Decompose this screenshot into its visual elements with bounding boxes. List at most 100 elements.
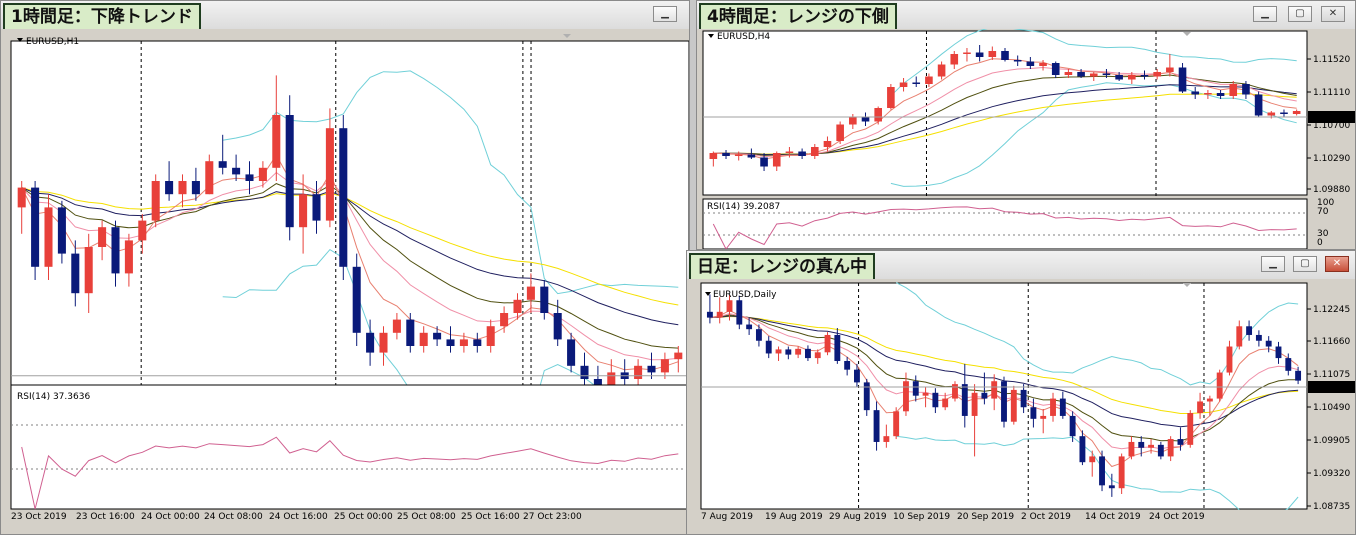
candle-body bbox=[765, 340, 772, 354]
candle-body bbox=[111, 227, 120, 274]
candle-body bbox=[1285, 358, 1292, 371]
candle-body bbox=[1275, 346, 1282, 359]
y-tick-label: 1.12245 bbox=[1313, 305, 1350, 315]
h1-chart: EURUSD,H1 RSI(14) 37.3636 23 Oct 2019 23 Oc… bbox=[1, 29, 689, 534]
candle-body bbox=[1206, 398, 1213, 402]
candle-body bbox=[151, 181, 160, 221]
y-tick-label: 1.09320 bbox=[1313, 469, 1350, 479]
moving-average-yellow bbox=[21, 187, 679, 306]
minimize-button[interactable]: ▁ bbox=[653, 6, 677, 22]
h4-chart: EURUSD,H4 1.11520 1.11110 1.10700 1.10290 1.0… bbox=[697, 29, 1355, 249]
restore-icon: ▢ bbox=[1295, 8, 1305, 19]
daily-chart: EURUSD,Daily 1.12245 1.11660 1.11075 1.10490… bbox=[687, 279, 1355, 534]
symbol-label: EURUSD,H4 bbox=[717, 32, 770, 42]
x-tick-label: 19 Aug 2019 bbox=[765, 512, 823, 522]
candle-body bbox=[937, 64, 946, 77]
close-button[interactable]: ✕ bbox=[1321, 6, 1345, 22]
candle-body bbox=[971, 392, 978, 416]
h4-chart-window: 4時間足：レンジの下側 ▁ ▢ ✕ EURUSD,H4 1.11520 1.1111… bbox=[696, 0, 1356, 250]
maximize-button[interactable]: ▢ bbox=[1288, 6, 1312, 22]
y-tick-label: 1.10290 bbox=[1313, 154, 1350, 164]
close-button[interactable]: ✕ bbox=[1325, 256, 1349, 272]
candle-body bbox=[975, 52, 984, 57]
scroll-marker-icon bbox=[1183, 283, 1191, 287]
candle-body bbox=[1059, 398, 1066, 416]
candle-body bbox=[1236, 326, 1243, 347]
candle-body bbox=[795, 348, 802, 355]
candle-body bbox=[883, 436, 890, 442]
candle-body bbox=[312, 194, 321, 221]
candle-body bbox=[567, 339, 576, 366]
candle-body bbox=[798, 151, 806, 156]
candle-body bbox=[299, 194, 308, 228]
minimize-button[interactable]: ▁ bbox=[1253, 6, 1277, 22]
candle-body bbox=[804, 348, 811, 359]
candle-body bbox=[734, 154, 743, 156]
moving-average-pink bbox=[713, 66, 1297, 158]
candle-body bbox=[1079, 436, 1086, 463]
candle-body bbox=[932, 392, 939, 408]
candle-body bbox=[513, 299, 522, 313]
candle-body bbox=[258, 167, 267, 181]
y-tick-label: 1.10490 bbox=[1313, 403, 1350, 413]
candle-body bbox=[922, 392, 929, 396]
candle-body bbox=[1295, 370, 1302, 381]
candle-body bbox=[810, 147, 819, 156]
candle-body bbox=[925, 76, 933, 84]
candle-body bbox=[861, 117, 870, 122]
candle-body bbox=[1050, 398, 1056, 416]
candle-body bbox=[1001, 381, 1007, 422]
moving-average-olive bbox=[21, 183, 679, 349]
minimize-button[interactable]: ▁ bbox=[1261, 256, 1285, 272]
candle-body bbox=[950, 54, 959, 65]
moving-average-pink bbox=[21, 171, 679, 361]
candle-body bbox=[31, 187, 40, 267]
rsi-tick-label: 0 bbox=[1317, 238, 1323, 248]
y-tick-label: 1.11520 bbox=[1313, 55, 1350, 65]
current-price-box bbox=[1308, 111, 1355, 123]
price-plot-area bbox=[10, 40, 689, 388]
candle-body bbox=[988, 51, 997, 57]
candle-body bbox=[716, 311, 723, 318]
candle-body bbox=[785, 349, 792, 355]
candle-body bbox=[961, 384, 968, 416]
candle-body bbox=[1226, 346, 1233, 373]
minimize-icon: ▁ bbox=[1261, 8, 1269, 19]
candle-body bbox=[84, 247, 93, 294]
candle-body bbox=[899, 82, 908, 87]
candle-body bbox=[863, 382, 870, 411]
scroll-marker-icon bbox=[563, 34, 571, 38]
candle-body bbox=[1166, 67, 1174, 72]
candle-body bbox=[760, 157, 768, 167]
rsi-label: RSI(14) 39.2087 bbox=[707, 202, 780, 212]
x-axis-bar bbox=[687, 510, 1355, 534]
rsi-line bbox=[712, 206, 1297, 249]
candle-body bbox=[1265, 340, 1272, 347]
y-tick-label: 1.09880 bbox=[1313, 185, 1350, 195]
candle-body bbox=[887, 87, 895, 108]
candle-body bbox=[1255, 334, 1262, 341]
candle-body bbox=[1229, 84, 1238, 96]
candle-body bbox=[1001, 51, 1009, 60]
candle-body bbox=[1108, 485, 1115, 489]
x-tick-label: 2 Oct 2019 bbox=[1021, 512, 1071, 522]
x-axis-bar bbox=[1, 510, 689, 534]
candle-body bbox=[1040, 415, 1047, 419]
candle-body bbox=[1197, 401, 1204, 414]
candle-body bbox=[873, 410, 880, 442]
candle-body bbox=[660, 359, 669, 373]
candle-body bbox=[1102, 73, 1111, 75]
daily-title-bar: 日足：レンジの真ん中 ▁ ▢ ✕ bbox=[687, 251, 1355, 281]
candle-body bbox=[755, 329, 762, 341]
candle-body bbox=[339, 128, 348, 267]
candle-body bbox=[459, 339, 468, 346]
candle-body bbox=[44, 207, 53, 267]
candle-body bbox=[1115, 75, 1123, 80]
candle-body bbox=[486, 326, 495, 346]
candle-body bbox=[722, 153, 730, 156]
candle-body bbox=[893, 411, 900, 437]
x-tick-label: 24 Oct 16:00 bbox=[269, 512, 328, 522]
candle-body bbox=[1267, 112, 1276, 116]
maximize-button[interactable]: ▢ bbox=[1293, 256, 1317, 272]
candle-body bbox=[1030, 407, 1037, 419]
